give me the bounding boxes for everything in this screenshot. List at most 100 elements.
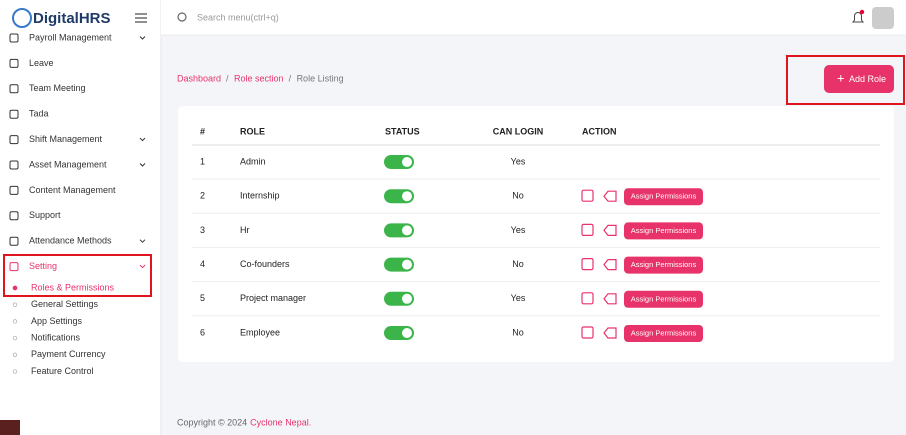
submenu-item[interactable]: Notifications [31,332,81,342]
menu-icon [9,236,19,246]
row-index: 2 [200,191,205,201]
toggle-knob [402,157,412,167]
submenu-dot [12,352,18,357]
row-index: 6 [200,327,205,337]
chevron [139,163,146,167]
menu-icon [9,109,19,119]
search-input[interactable]: Search menu(ctrl+q) [197,12,279,22]
breadcrumb-item[interactable]: Dashboard [177,73,221,83]
column-header: CAN LOGIN [493,126,544,136]
assign-permissions-label: Assign Permissions [631,260,697,269]
highlight-box [786,55,905,105]
can-login: Yes [511,225,526,235]
assign-permissions-label: Assign Permissions [631,328,697,337]
delete-icon[interactable] [603,190,617,202]
toggle-knob [402,328,412,338]
avatar[interactable] [872,7,894,29]
breadcrumb-item[interactable]: Role section [234,73,284,83]
menu-item[interactable]: Shift Management [29,134,103,144]
assign-permissions-label: Assign Permissions [631,294,697,303]
breadcrumb-item: Role Listing [297,73,344,83]
column-header: ACTION [582,126,617,136]
menu-item[interactable]: Attendance Methods [29,236,112,246]
submenu-dot [12,285,18,291]
toggle-knob [402,191,412,202]
submenu-item[interactable]: App Settings [31,316,83,326]
assign-permissions-button[interactable] [624,256,703,274]
role-name: Internship [240,191,280,201]
delete-icon[interactable] [603,259,617,271]
logo: DigitalHRS [33,10,111,27]
submenu-item[interactable]: General Settings [31,299,99,309]
table-card [178,106,894,362]
chevron [139,137,146,142]
menu-item[interactable]: Team Meeting [29,83,86,93]
row-index: 5 [200,293,205,303]
breadcrumb-separator: / [226,73,229,83]
menu-item[interactable]: Asset Management [29,159,107,169]
assign-permissions-button[interactable] [624,325,703,342]
add-role-button[interactable] [824,65,894,93]
hamburger[interactable] [135,13,147,23]
delete-icon[interactable] [603,293,617,305]
submenu-dot [12,369,18,374]
menu-item[interactable]: Leave [29,58,54,68]
menu-item[interactable]: Support [29,210,61,220]
submenu-item[interactable]: Payment Currency [31,349,106,359]
menu-icon [9,84,19,94]
assign-permissions-button[interactable] [624,290,703,308]
can-login: Yes [511,293,526,303]
footer-company[interactable]: Cyclone Nepal. [250,417,311,427]
submenu-item[interactable]: Roles & Permissions [31,282,115,292]
can-login: Yes [511,156,526,166]
chevron [139,239,146,243]
column-header: STATUS [385,126,420,136]
chevron [139,36,146,40]
edit-icon[interactable] [581,189,594,202]
submenu-dot [12,302,18,307]
submenu-item[interactable]: Feature Control [31,366,94,376]
plus-icon: + [837,70,845,85]
column-header: ROLE [240,126,265,136]
assign-permissions-label: Assign Permissions [631,192,697,201]
toggle-knob [402,259,412,270]
role-name: Hr [240,225,250,235]
row-index: 3 [200,225,205,235]
toggle-knob [402,293,412,304]
menu-item[interactable]: Content Management [29,185,116,195]
corner-icon [0,420,20,435]
menu-icon [9,160,19,170]
top-bar [161,0,906,35]
assign-permissions-label: Assign Permissions [631,226,697,235]
menu-item[interactable]: Payroll Management [29,32,112,42]
logo-icon [12,8,32,28]
row-index: 4 [200,259,205,269]
menu-item[interactable]: Setting [29,261,57,271]
assign-permissions-button[interactable] [624,222,703,240]
row-index: 1 [200,156,205,166]
add-role-label: Add Role [849,74,886,84]
menu-icon [9,262,19,272]
edit-icon[interactable] [581,326,594,339]
edit-icon[interactable] [581,292,594,305]
can-login: No [512,259,524,269]
delete-icon[interactable] [603,224,617,236]
breadcrumb-separator: / [289,73,292,83]
search-icon [177,12,187,22]
notification-dot [859,9,865,15]
bell[interactable] [852,12,864,23]
menu-item[interactable]: Tada [29,109,49,119]
submenu-dot [12,319,18,324]
role-name: Admin [240,156,266,166]
column-header: # [200,126,205,136]
footer-text: Copyright © 2024 [177,417,247,427]
menu-icon [9,33,19,43]
toggle-knob [402,225,412,236]
menu-icon [9,185,19,195]
assign-permissions-button[interactable] [624,188,703,206]
edit-icon[interactable] [581,223,594,236]
highlight-box [3,254,152,297]
edit-icon[interactable] [581,258,594,271]
delete-icon[interactable] [603,327,617,339]
